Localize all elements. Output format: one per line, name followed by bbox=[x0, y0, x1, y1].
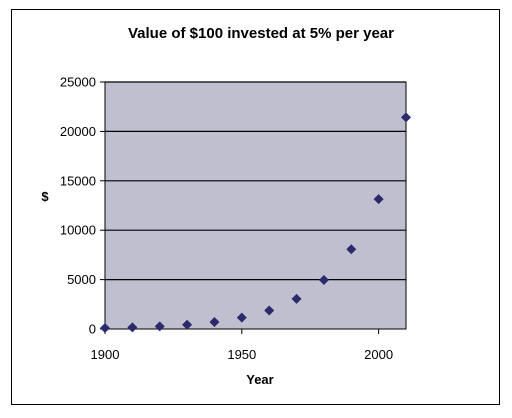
data-point-1950 bbox=[236, 312, 247, 323]
data-point-2010 bbox=[401, 112, 411, 123]
y-tick-label-0: 0 bbox=[89, 322, 96, 337]
data-point-1990 bbox=[346, 244, 357, 255]
data-point-1940 bbox=[209, 317, 220, 328]
grid-lines bbox=[105, 81, 406, 281]
y-tick-label-1: 5000 bbox=[67, 272, 96, 287]
data-point-1930 bbox=[182, 319, 193, 330]
data-points bbox=[100, 112, 411, 334]
y-tick-label-3: 15000 bbox=[60, 173, 96, 188]
y-tick-label-4: 20000 bbox=[60, 124, 96, 139]
data-point-2000 bbox=[373, 194, 384, 205]
data-point-1980 bbox=[318, 275, 329, 286]
x-tick-label-2: 2000 bbox=[364, 347, 393, 362]
plot-area bbox=[104, 81, 407, 330]
data-point-1970 bbox=[291, 293, 302, 304]
x-tick-label-1: 1950 bbox=[227, 347, 256, 362]
y-axis-label: $ bbox=[41, 189, 49, 204]
y-tick-label-5: 25000 bbox=[60, 75, 96, 90]
y-axis-ticks: 0 5000 10000 15000 20000 25000 bbox=[60, 75, 105, 337]
y-tick-label-2: 10000 bbox=[60, 223, 96, 238]
x-axis-ticks: 1900 1950 2000 bbox=[91, 329, 393, 362]
x-axis-label: Year bbox=[246, 372, 273, 387]
chart-title: Value of $100 invested at 5% per year bbox=[128, 25, 394, 42]
data-point-1910 bbox=[127, 322, 138, 333]
data-point-1920 bbox=[154, 321, 165, 332]
x-tick-label-0: 1900 bbox=[91, 347, 120, 362]
data-point-1900 bbox=[100, 323, 110, 334]
data-point-1960 bbox=[264, 305, 275, 316]
